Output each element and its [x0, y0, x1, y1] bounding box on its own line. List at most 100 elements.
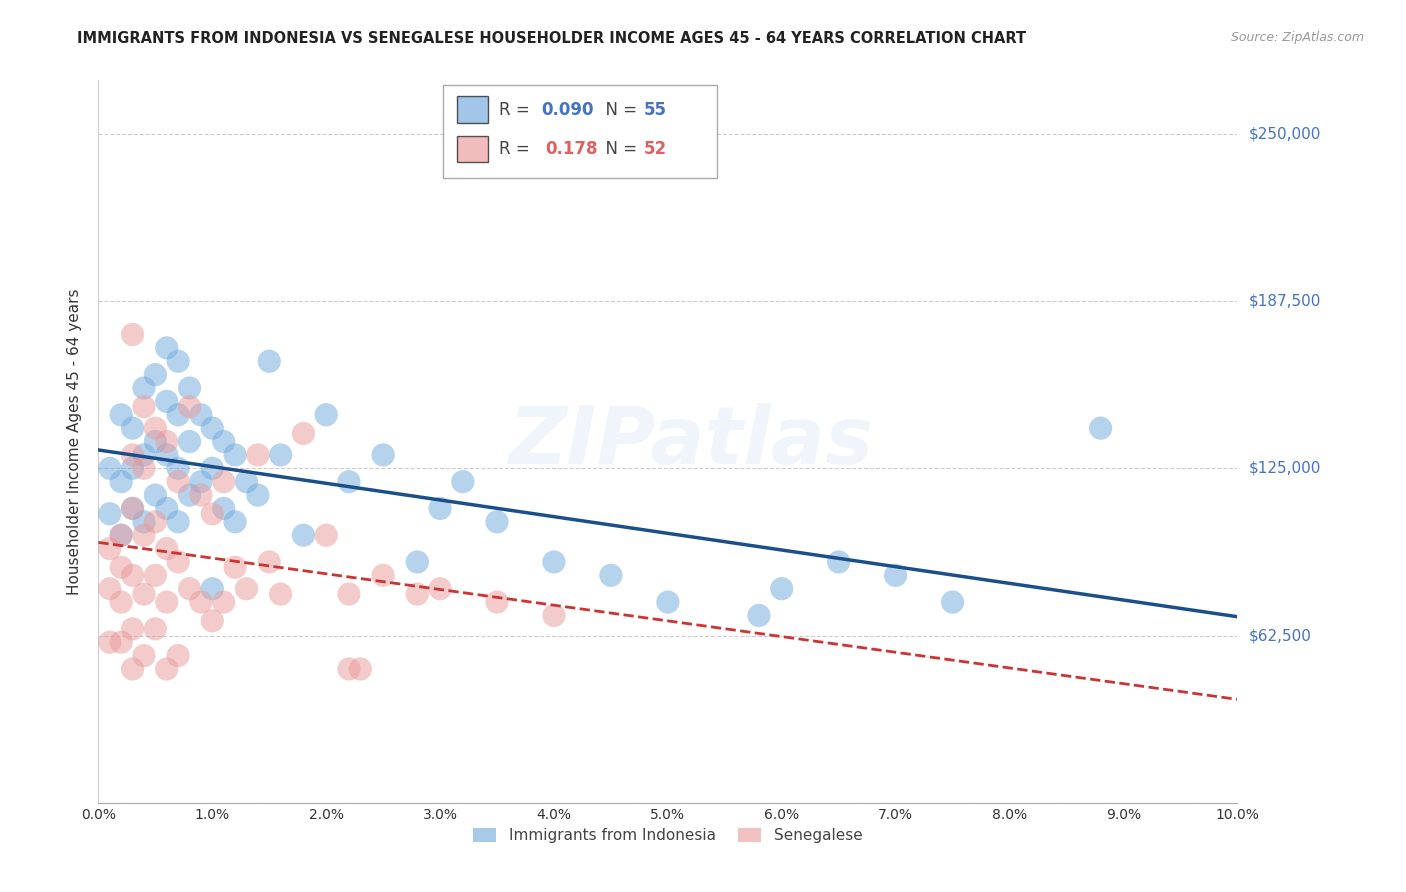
Point [212, 434, 235, 449]
Point [98, 541, 121, 556]
Point [828, 555, 851, 569]
Point [121, 501, 143, 516]
Point [121, 421, 143, 435]
Text: $125,000: $125,000 [1249, 461, 1322, 475]
Point [179, 381, 201, 395]
Point [543, 608, 565, 623]
Point [110, 408, 132, 422]
Point [190, 595, 212, 609]
Point [145, 368, 167, 382]
Point [132, 648, 155, 663]
Point [748, 608, 770, 623]
Text: R =: R = [499, 140, 540, 158]
Point [349, 662, 371, 676]
Point [121, 461, 143, 475]
Point [942, 595, 965, 609]
Point [145, 488, 167, 502]
Point [212, 501, 235, 516]
Point [373, 448, 395, 462]
Text: $187,500: $187,500 [1249, 293, 1322, 309]
Point [156, 448, 179, 462]
Point [373, 568, 395, 582]
Point [110, 528, 132, 542]
Point [657, 595, 679, 609]
Point [132, 515, 155, 529]
Text: $62,500: $62,500 [1249, 628, 1312, 643]
Point [121, 327, 143, 342]
Point [110, 528, 132, 542]
Point [156, 394, 179, 409]
Point [179, 582, 201, 596]
Text: $250,000: $250,000 [1249, 127, 1322, 141]
Point [259, 354, 281, 368]
Point [167, 515, 190, 529]
Point [201, 461, 224, 475]
Point [429, 501, 451, 516]
Point [110, 595, 132, 609]
Point [121, 568, 143, 582]
Point [259, 555, 281, 569]
Point [156, 662, 179, 676]
Point [145, 622, 167, 636]
Text: IMMIGRANTS FROM INDONESIA VS SENEGALESE HOUSEHOLDER INCOME AGES 45 - 64 YEARS CO: IMMIGRANTS FROM INDONESIA VS SENEGALESE … [77, 31, 1026, 46]
Text: 55: 55 [644, 101, 666, 119]
Point [235, 582, 257, 596]
Text: ZIPatlas: ZIPatlas [508, 402, 873, 481]
Point [132, 587, 155, 601]
Point [190, 408, 212, 422]
Point [246, 448, 269, 462]
Point [315, 408, 337, 422]
Text: N =: N = [595, 140, 643, 158]
Point [121, 622, 143, 636]
Point [212, 595, 235, 609]
Point [156, 501, 179, 516]
Point [145, 515, 167, 529]
Point [190, 488, 212, 502]
Point [543, 555, 565, 569]
Point [132, 400, 155, 414]
Point [451, 475, 474, 489]
Point [110, 560, 132, 574]
Point [98, 507, 121, 521]
Text: 0.090: 0.090 [541, 101, 593, 119]
Point [201, 507, 224, 521]
Point [270, 587, 292, 601]
Point [337, 475, 360, 489]
Text: N =: N = [595, 101, 643, 119]
Point [235, 475, 257, 489]
Point [179, 434, 201, 449]
Point [292, 528, 315, 542]
Point [156, 341, 179, 355]
Point [121, 448, 143, 462]
Point [270, 448, 292, 462]
Point [156, 595, 179, 609]
Point [121, 501, 143, 516]
Point [429, 582, 451, 596]
Point [121, 662, 143, 676]
Point [145, 434, 167, 449]
Point [600, 568, 623, 582]
Point [201, 421, 224, 435]
Point [315, 528, 337, 542]
Point [337, 662, 360, 676]
Point [132, 461, 155, 475]
Point [201, 614, 224, 628]
Point [486, 595, 509, 609]
Point [167, 354, 190, 368]
Point [884, 568, 907, 582]
Point [292, 426, 315, 441]
Point [770, 582, 793, 596]
Point [98, 635, 121, 649]
Point [156, 434, 179, 449]
Point [98, 461, 121, 475]
Point [337, 587, 360, 601]
Point [132, 448, 155, 462]
Point [179, 488, 201, 502]
Y-axis label: Householder Income Ages 45 - 64 years: Householder Income Ages 45 - 64 years [67, 288, 83, 595]
Point [190, 475, 212, 489]
Point [486, 515, 509, 529]
Point [179, 400, 201, 414]
Point [212, 475, 235, 489]
Point [156, 541, 179, 556]
Point [167, 475, 190, 489]
